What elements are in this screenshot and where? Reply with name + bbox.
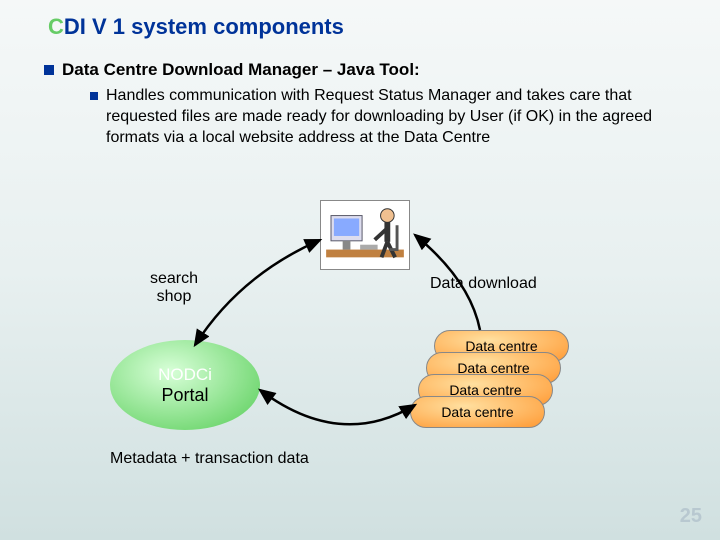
square-bullet-icon [44, 65, 54, 75]
page-number: 25 [680, 505, 702, 528]
data-centre-node: Data centre [410, 396, 545, 428]
nodci-label: NODCi [158, 365, 212, 385]
square-bullet-icon [90, 92, 98, 100]
arrow-user-portal [180, 235, 340, 365]
arrow-portal-dc [250, 380, 430, 460]
title-accent-letter: C [48, 14, 64, 39]
portal-label: Portal [161, 385, 208, 406]
slide-title: CDI V 1 system components [48, 14, 344, 40]
bullet-heading-row: Data Centre Download Manager – Java Tool… [44, 60, 420, 80]
diagram: search shop Data download NODCi Portal D… [110, 200, 610, 480]
title-text: DI V 1 system components [64, 14, 344, 39]
bullet-heading: Data Centre Download Manager – Java Tool… [62, 60, 420, 80]
bullet-body: Handles communication with Request Statu… [106, 86, 666, 148]
arrow-download [410, 230, 530, 340]
sub-bullet-row: Handles communication with Request Statu… [90, 86, 666, 148]
data-centre-stack: Data centreData centreData centreData ce… [410, 330, 565, 440]
